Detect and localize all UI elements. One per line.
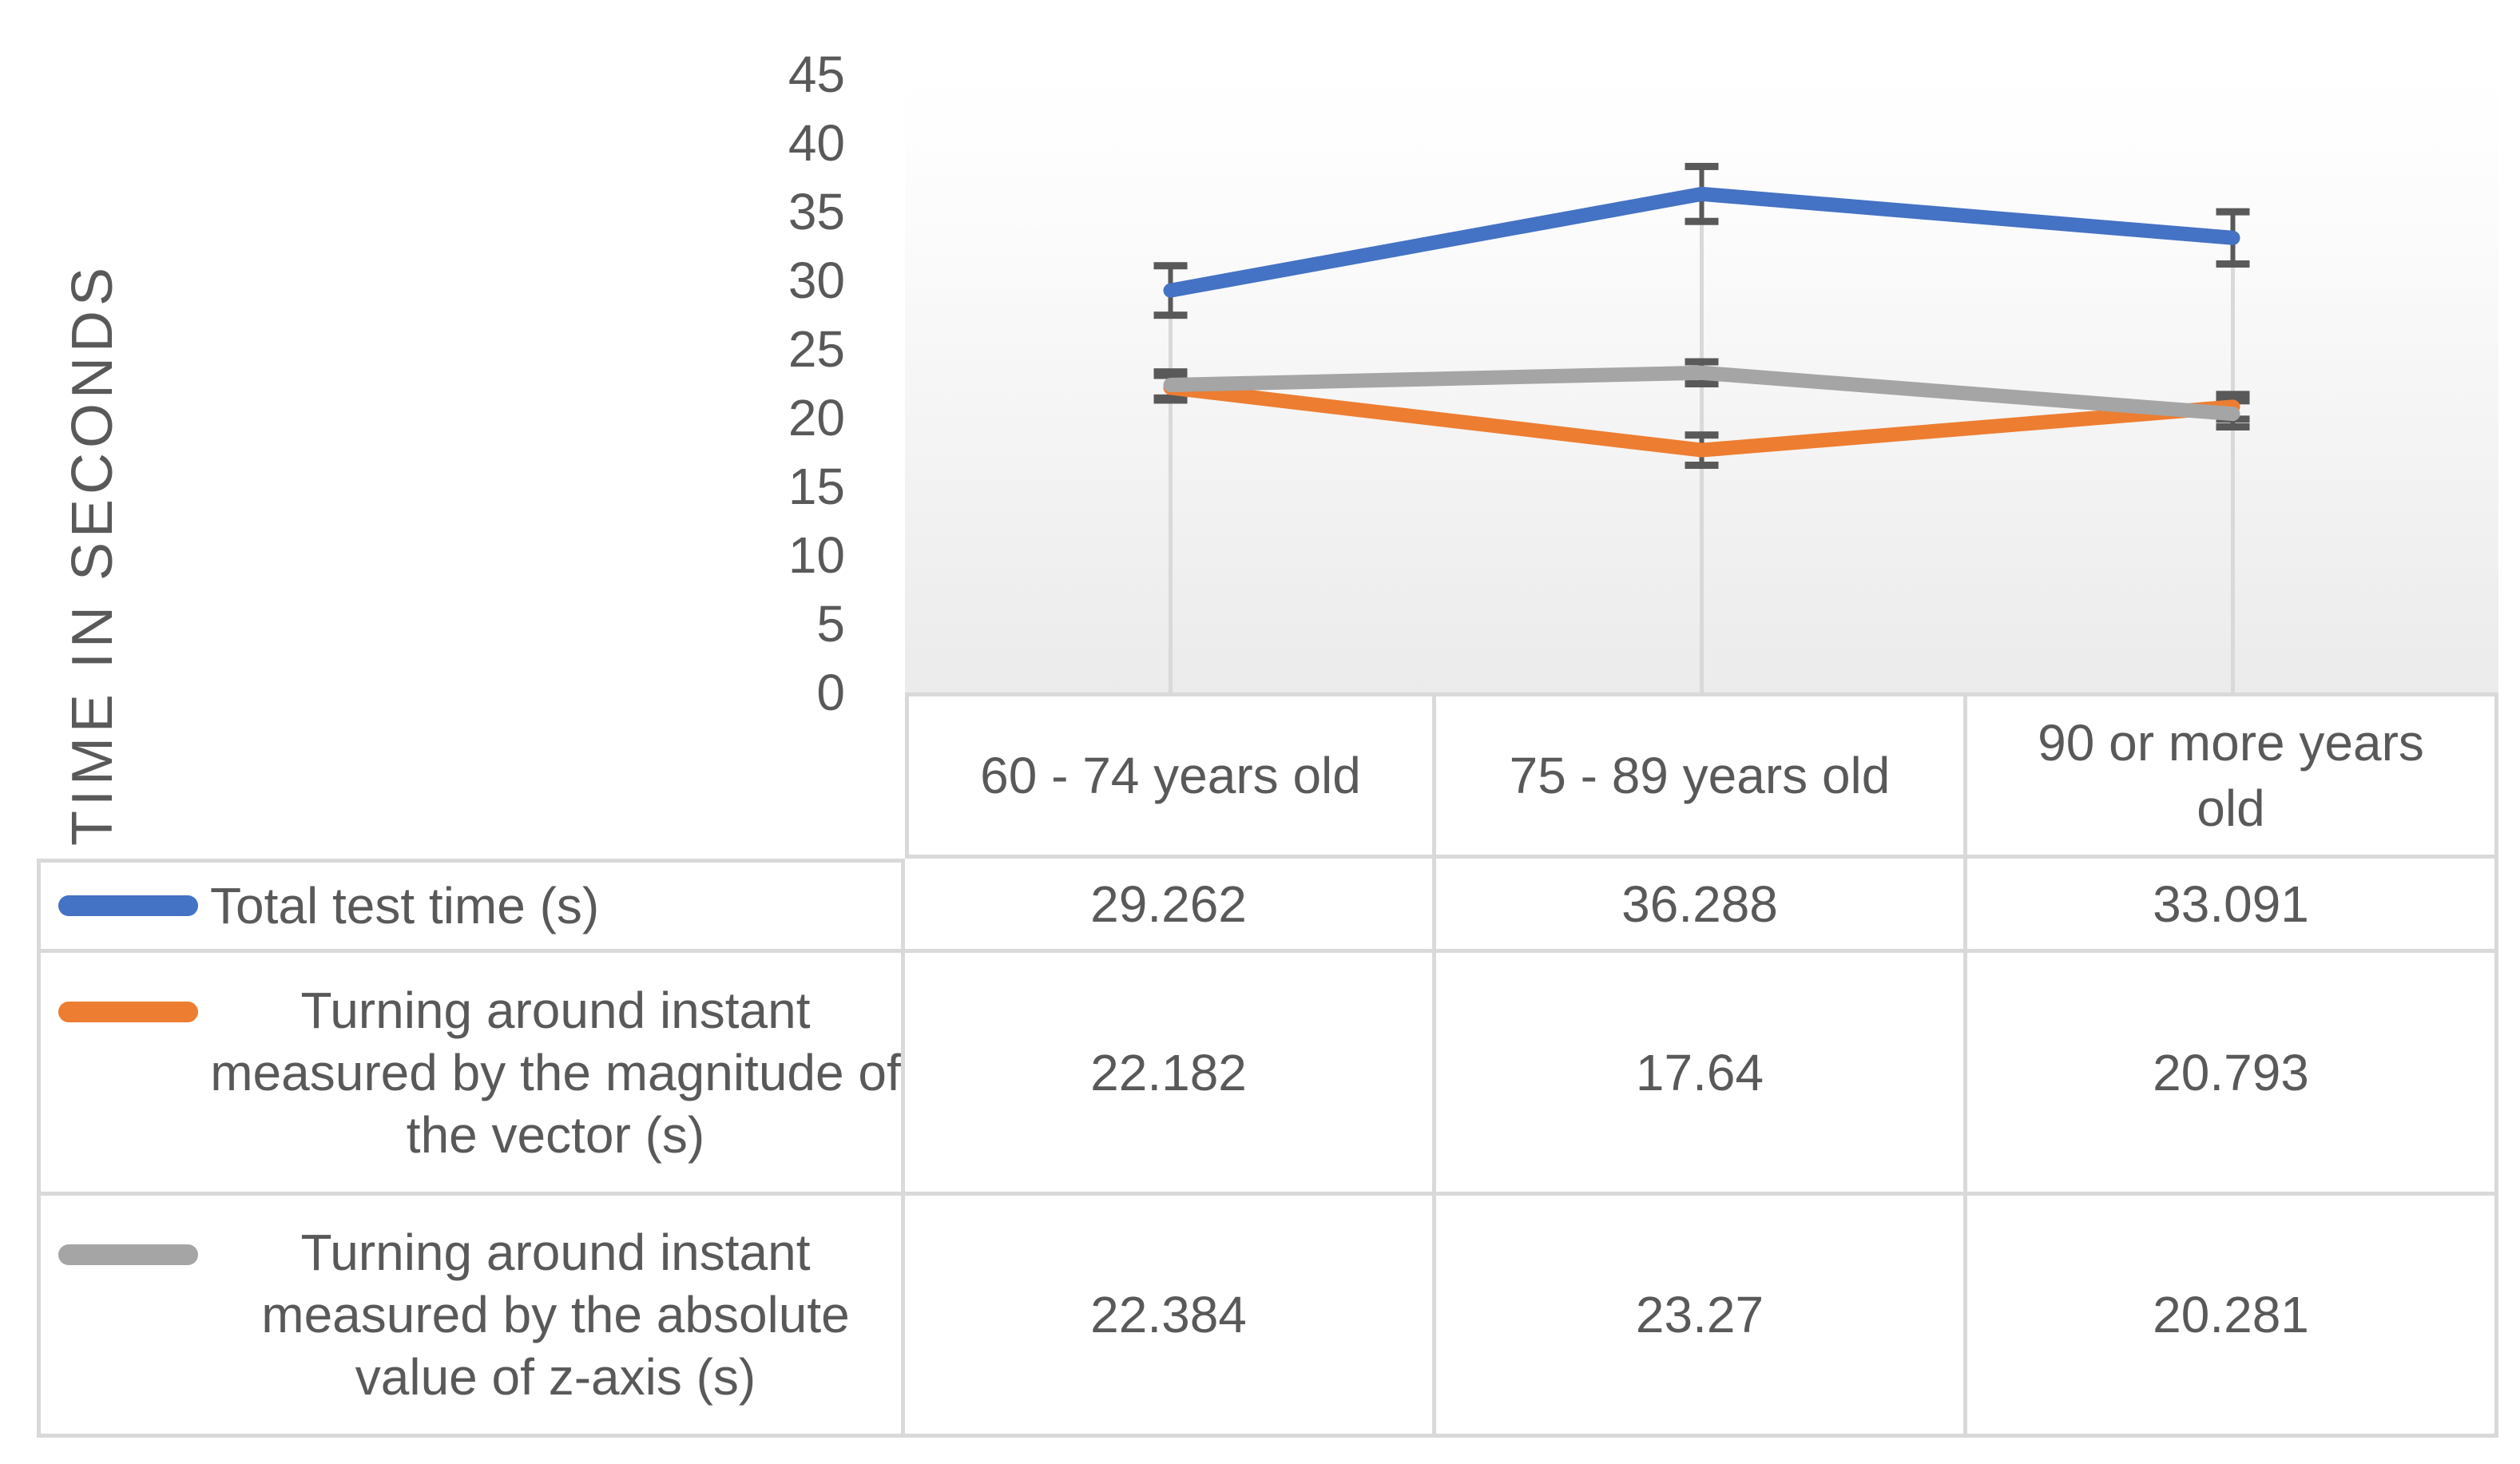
table-value: 23.27 — [1436, 1196, 1967, 1438]
y-tick-label: 30 — [788, 252, 845, 309]
y-tick-label: 45 — [788, 46, 845, 103]
legend-key-blue-line — [58, 895, 198, 916]
table-value: 22.384 — [905, 1196, 1436, 1438]
series-line-2 — [1163, 365, 2240, 422]
error-bar-cap-bottom — [1153, 394, 1188, 402]
error-bar-cap-bottom — [2216, 423, 2250, 431]
error-bar-cap-bottom — [1685, 217, 1719, 225]
y-tick-label: 40 — [788, 114, 845, 172]
error-bar-cap-bottom — [2216, 260, 2250, 268]
error-bar-cap-bottom — [1153, 396, 1188, 404]
error-bar-cap-bottom — [2216, 415, 2250, 423]
error-bar-cap-bottom — [1685, 462, 1719, 470]
y-tick-label: 10 — [788, 526, 845, 584]
legend-key-orange-line — [58, 1002, 198, 1022]
table-value: 29.262 — [905, 859, 1436, 953]
error-bar-cap-bottom — [1153, 311, 1188, 319]
error-bar-cap-bottom — [1685, 380, 1719, 388]
legend-key-gray-line — [58, 1244, 198, 1265]
category-header: 90 or more years old — [1967, 692, 2498, 859]
y-tick-label: 20 — [788, 389, 845, 446]
y-tick-label: 5 — [816, 595, 845, 653]
series-line-0 — [1163, 186, 2240, 298]
y-tick-label: 25 — [788, 320, 845, 378]
error-bar-cap-top — [1685, 162, 1719, 170]
category-header: 60 - 74 years old — [905, 692, 1436, 859]
error-bar-cap-top — [1685, 358, 1719, 366]
table-value: 17.64 — [1436, 953, 1967, 1196]
legend-item-total-test-time: Total test time (s) — [37, 859, 905, 953]
legend-item-turning-zaxis: Turning around instant measured by the a… — [37, 1196, 905, 1438]
y-tick-label: 15 — [788, 458, 845, 515]
category-header: 75 - 89 years old — [1436, 692, 1967, 859]
series-line-1 — [1163, 380, 2240, 458]
legend-label: Turning around instant measured by the m… — [210, 981, 901, 1164]
error-bar-cap-top — [1685, 431, 1719, 439]
legend-label: Turning around instant measured by the a… — [261, 1224, 850, 1406]
error-bar-cap-top — [2216, 391, 2250, 399]
error-bar-cap-top — [1153, 368, 1188, 376]
error-bar-cap-top — [1153, 262, 1188, 270]
table-value: 20.281 — [1967, 1196, 2498, 1438]
table-value: 36.288 — [1436, 859, 1967, 953]
error-bar-cap-top — [1153, 371, 1188, 379]
table-value: 33.091 — [1967, 859, 2498, 953]
y-tick-label: 35 — [788, 183, 845, 240]
legend-item-turning-magnitude: Turning around instant measured by the m… — [37, 953, 905, 1196]
legend-label: Total test time (s) — [210, 877, 600, 934]
table-value: 20.793 — [1967, 953, 2498, 1196]
table-corner-blank — [37, 692, 905, 859]
error-bar-cap-top — [2216, 397, 2250, 405]
table-value: 22.182 — [905, 953, 1436, 1196]
error-bar-cap-top — [2216, 208, 2250, 216]
chart-data-table: 60 - 74 years old 75 - 89 years old 90 o… — [37, 692, 2498, 1438]
plot-area-background — [905, 74, 2498, 692]
